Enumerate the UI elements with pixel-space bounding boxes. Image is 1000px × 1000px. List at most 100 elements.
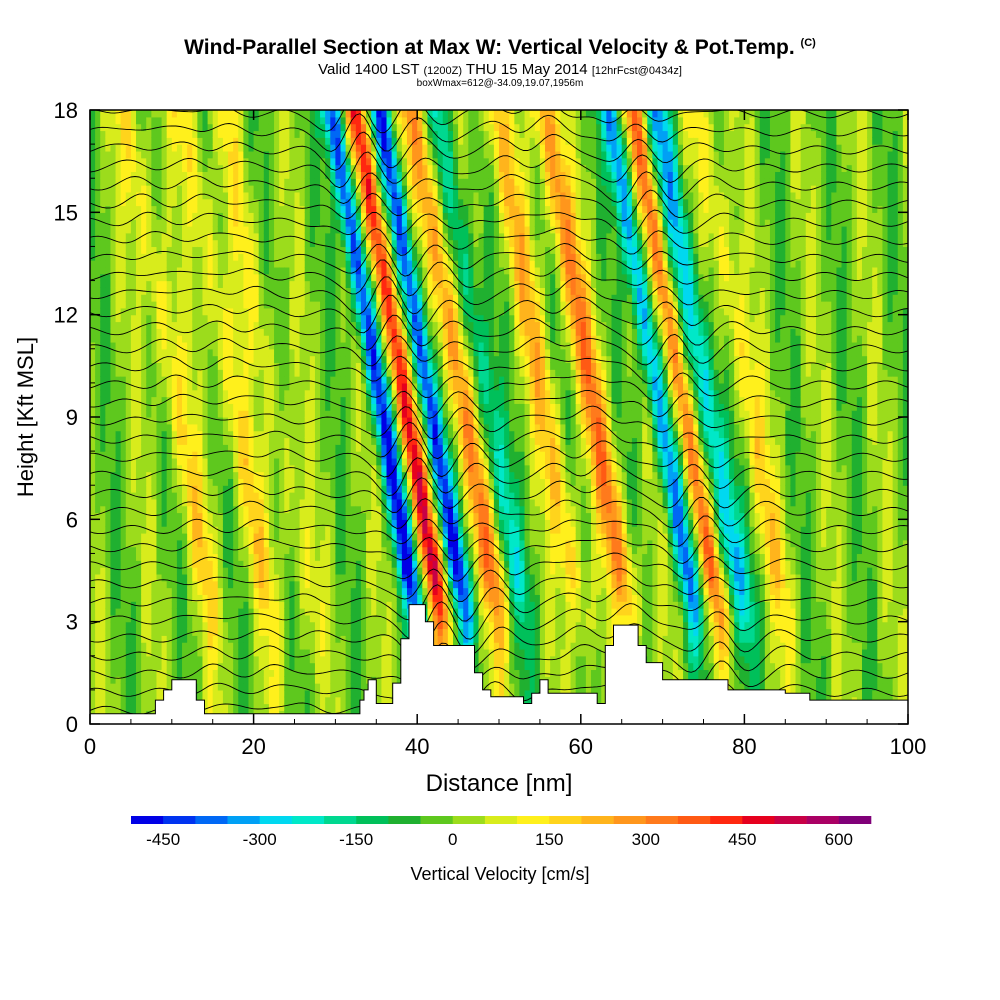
- velocity-cell: [330, 178, 336, 186]
- velocity-cell: [360, 198, 367, 207]
- velocity-cell: [253, 676, 260, 684]
- velocity-cell: [294, 505, 301, 514]
- velocity-cell: [115, 642, 122, 650]
- velocity-cell: [325, 171, 331, 179]
- velocity-cell: [90, 696, 96, 705]
- velocity-cell: [299, 546, 306, 555]
- velocity-cell: [182, 110, 188, 118]
- velocity-cell: [350, 355, 357, 364]
- velocity-cell: [248, 553, 255, 561]
- velocity-cell: [90, 116, 96, 125]
- velocity-cell: [136, 662, 142, 671]
- velocity-cell: [115, 164, 122, 172]
- velocity-cell: [253, 417, 260, 425]
- velocity-cell: [320, 389, 326, 398]
- velocity-cell: [136, 655, 142, 664]
- velocity-cell: [192, 294, 198, 302]
- velocity-cell: [299, 266, 306, 275]
- velocity-cell: [345, 703, 352, 711]
- velocity-cell: [161, 642, 168, 650]
- velocity-cell: [304, 451, 311, 459]
- velocity-cell: [340, 110, 347, 118]
- velocity-cell: [192, 287, 198, 295]
- velocity-cell: [187, 280, 193, 288]
- velocity-cell: [345, 410, 352, 418]
- velocity-cell: [309, 191, 316, 200]
- velocity-cell: [110, 376, 117, 384]
- velocity-cell: [192, 471, 198, 479]
- velocity-cell: [110, 635, 117, 643]
- velocity-cell: [130, 451, 137, 459]
- velocity-cell: [248, 696, 255, 705]
- velocity-cell: [350, 689, 357, 698]
- velocity-cell: [238, 321, 244, 329]
- velocity-cell: [309, 150, 316, 159]
- velocity-cell: [146, 123, 152, 132]
- velocity-cell: [228, 389, 234, 398]
- velocity-cell: [141, 225, 147, 234]
- velocity-cell: [217, 198, 224, 207]
- velocity-cell: [330, 348, 336, 357]
- velocity-cell: [253, 171, 260, 179]
- velocity-cell: [350, 157, 357, 166]
- velocity-cell: [274, 362, 280, 370]
- velocity-cell: [360, 116, 367, 125]
- velocity-cell: [233, 471, 239, 479]
- velocity-cell: [90, 485, 96, 493]
- velocity-cell: [187, 505, 193, 514]
- velocity-cell: [120, 478, 127, 486]
- velocity-cell: [238, 110, 244, 118]
- velocity-cell: [228, 273, 234, 282]
- velocity-cell: [299, 628, 306, 636]
- velocity-cell: [207, 567, 214, 575]
- velocity-cell: [105, 328, 112, 336]
- velocity-cell: [110, 157, 117, 166]
- velocity-cell: [171, 471, 178, 479]
- velocity-cell: [146, 116, 152, 125]
- velocity-cell: [90, 423, 96, 432]
- velocity-cell: [192, 335, 198, 343]
- velocity-cell: [176, 423, 183, 432]
- velocity-cell: [335, 485, 342, 493]
- velocity-cell: [141, 471, 147, 479]
- velocity-cell: [294, 307, 301, 316]
- velocity-cell: [289, 457, 296, 466]
- velocity-cell: [268, 423, 275, 432]
- velocity-cell: [299, 608, 306, 616]
- velocity-cell: [314, 417, 321, 425]
- velocity-cell: [115, 178, 122, 186]
- velocity-cell: [166, 505, 173, 514]
- velocity-cell: [248, 430, 255, 439]
- velocity-cell: [335, 614, 342, 623]
- velocity-cell: [284, 648, 290, 657]
- velocity-cell: [182, 150, 188, 159]
- velocity-cell: [345, 437, 352, 445]
- velocity-cell: [248, 580, 255, 589]
- velocity-cell: [320, 512, 326, 520]
- velocity-cell: [125, 137, 132, 145]
- velocity-cell: [233, 301, 239, 309]
- velocity-cell: [166, 294, 173, 302]
- velocity-cell: [136, 225, 142, 234]
- velocity-cell: [335, 403, 342, 411]
- velocity-cell: [151, 683, 158, 691]
- velocity-cell: [120, 689, 127, 698]
- velocity-cell: [151, 396, 158, 404]
- velocity-cell: [125, 164, 132, 172]
- velocity-cell: [366, 314, 372, 323]
- velocity-cell: [115, 150, 122, 159]
- velocity-cell: [105, 601, 112, 609]
- velocity-cell: [228, 628, 234, 636]
- velocity-cell: [115, 669, 122, 677]
- velocity-cell: [212, 314, 219, 323]
- velocity-cell: [125, 294, 132, 302]
- velocity-cell: [166, 273, 173, 282]
- velocity-cell: [335, 423, 342, 432]
- velocity-cell: [294, 451, 301, 459]
- velocity-cell: [294, 614, 301, 623]
- velocity-cell: [141, 580, 147, 589]
- velocity-cell: [309, 321, 316, 329]
- velocity-cell: [161, 580, 168, 589]
- velocity-cell: [274, 567, 280, 575]
- velocity-cell: [350, 648, 357, 657]
